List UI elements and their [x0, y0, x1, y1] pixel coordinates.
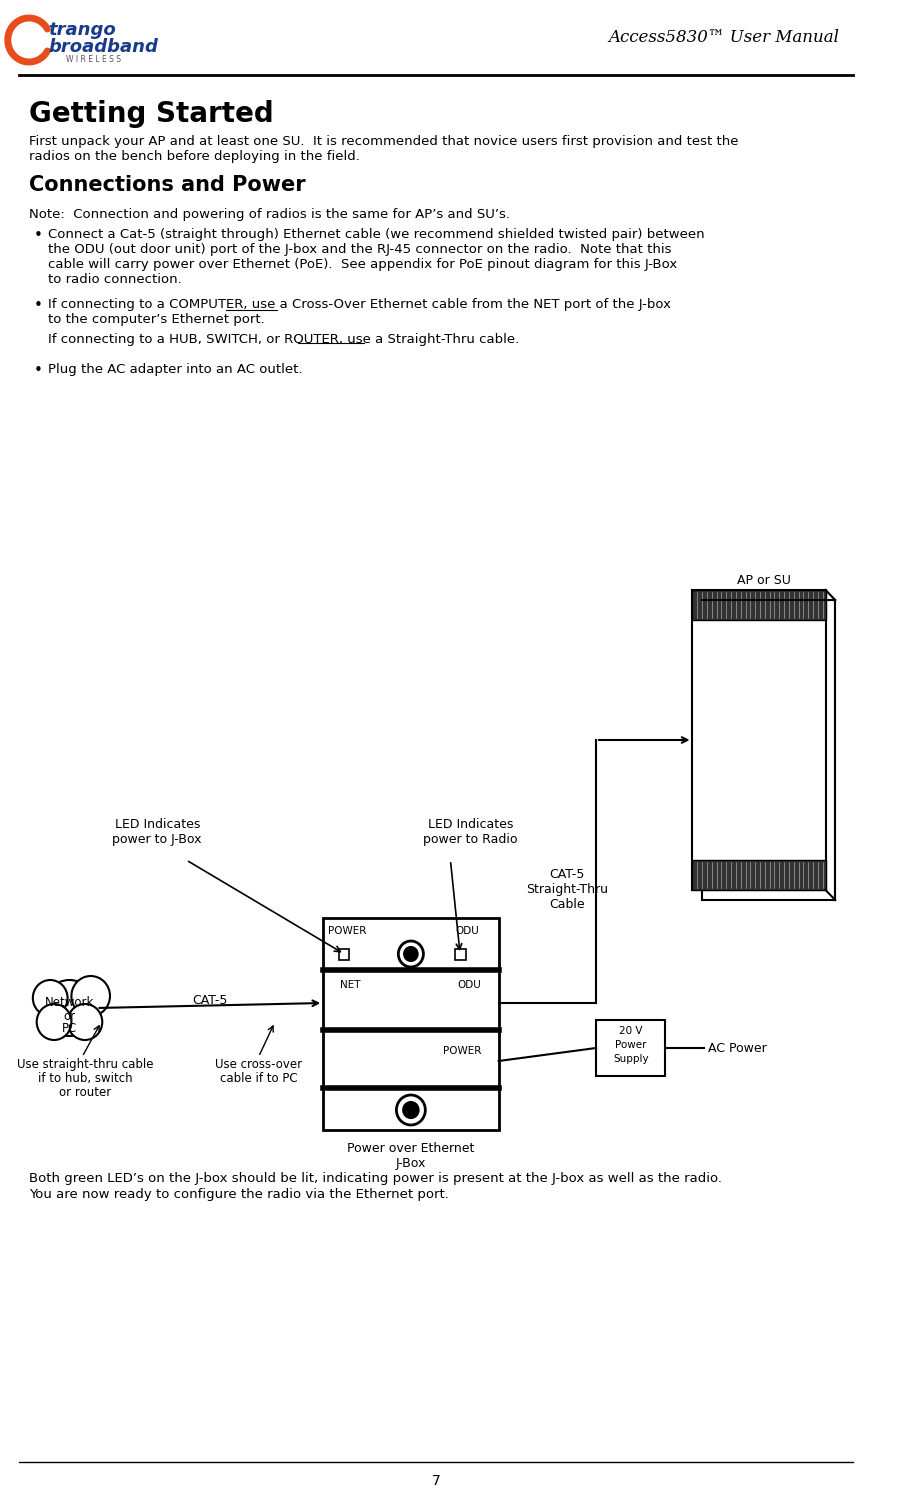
Text: Use cross-over: Use cross-over [215, 1058, 302, 1071]
Text: Straight-Thru: Straight-Thru [526, 883, 608, 896]
Text: Access5830™ User Manual: Access5830™ User Manual [608, 30, 838, 47]
Text: First unpack your AP and at least one SU.  It is recommended that novice users f: First unpack your AP and at least one SU… [29, 134, 738, 148]
FancyBboxPatch shape [702, 601, 834, 899]
Circle shape [71, 976, 110, 1016]
Text: •: • [33, 297, 42, 312]
FancyBboxPatch shape [338, 949, 349, 960]
FancyBboxPatch shape [692, 860, 824, 890]
Circle shape [396, 1096, 425, 1126]
Text: W I R E L E S S: W I R E L E S S [66, 56, 120, 65]
Circle shape [68, 1003, 102, 1040]
Text: cable will carry power over Ethernet (PoE).  See appendix for PoE pinout diagram: cable will carry power over Ethernet (Po… [48, 258, 676, 272]
Text: J-Box: J-Box [396, 1157, 425, 1169]
Text: Plug the AC adapter into an AC outlet.: Plug the AC adapter into an AC outlet. [48, 364, 303, 376]
Text: 7: 7 [431, 1474, 440, 1488]
Text: or router: or router [59, 1086, 111, 1099]
Text: power to J-Box: power to J-Box [112, 833, 201, 847]
Text: power to Radio: power to Radio [423, 833, 517, 847]
Text: Both green LED’s on the J-box should be lit, indicating power is present at the : Both green LED’s on the J-box should be … [29, 1172, 721, 1185]
Text: to radio connection.: to radio connection. [48, 273, 182, 287]
FancyBboxPatch shape [595, 1020, 665, 1076]
Text: the ODU (out door unit) port of the J-box and the RJ-45 connector on the radio. : the ODU (out door unit) port of the J-bo… [48, 243, 671, 257]
Text: cable if to PC: cable if to PC [219, 1071, 297, 1085]
Text: •: • [33, 364, 42, 377]
Text: If connecting to a COMPUTER, use a Cross-Over Ethernet cable from the NET port o: If connecting to a COMPUTER, use a Cross… [48, 297, 671, 311]
Circle shape [398, 942, 423, 967]
Text: ODU: ODU [454, 927, 479, 936]
Text: POWER: POWER [328, 927, 366, 936]
Text: If connecting to a HUB, SWITCH, or ROUTER, use a Straight-Thru cable.: If connecting to a HUB, SWITCH, or ROUTE… [48, 333, 519, 346]
Text: Getting Started: Getting Started [29, 100, 274, 128]
Circle shape [42, 979, 97, 1037]
Circle shape [403, 1102, 418, 1118]
Text: Connections and Power: Connections and Power [29, 175, 305, 195]
Text: radios on the bench before deploying in the field.: radios on the bench before deploying in … [29, 149, 359, 163]
Text: if to hub, switch: if to hub, switch [38, 1071, 132, 1085]
Circle shape [404, 948, 417, 961]
Text: NET: NET [340, 979, 360, 990]
Text: Power over Ethernet: Power over Ethernet [347, 1142, 474, 1154]
Text: 20 V: 20 V [619, 1026, 642, 1037]
Text: AP or SU: AP or SU [736, 573, 790, 587]
Text: You are now ready to configure the radio via the Ethernet port.: You are now ready to configure the radio… [29, 1188, 449, 1201]
Text: •: • [33, 228, 42, 243]
Circle shape [37, 1003, 71, 1040]
FancyBboxPatch shape [692, 590, 824, 620]
Text: Power: Power [614, 1040, 646, 1050]
Text: CAT-5: CAT-5 [549, 868, 584, 881]
FancyBboxPatch shape [692, 590, 824, 890]
Text: Use straight-thru cable: Use straight-thru cable [16, 1058, 153, 1071]
Text: PC: PC [61, 1022, 77, 1035]
Text: CAT-5: CAT-5 [192, 994, 228, 1007]
Text: Note:  Connection and powering of radios is the same for AP’s and SU’s.: Note: Connection and powering of radios … [29, 208, 509, 220]
Text: ODU: ODU [457, 979, 480, 990]
Text: AC Power: AC Power [707, 1041, 766, 1055]
Text: or: or [63, 1010, 76, 1023]
Circle shape [33, 979, 68, 1016]
Text: Connect a Cat-5 (straight through) Ethernet cable (we recommend shielded twisted: Connect a Cat-5 (straight through) Ether… [48, 228, 704, 241]
Text: to the computer’s Ethernet port.: to the computer’s Ethernet port. [48, 312, 265, 326]
Text: broadband: broadband [48, 38, 158, 56]
FancyBboxPatch shape [455, 949, 465, 960]
Text: Network: Network [45, 996, 94, 1008]
Text: Cable: Cable [549, 898, 584, 911]
Text: trango: trango [48, 21, 116, 39]
Text: Supply: Supply [612, 1053, 647, 1064]
Text: LED Indicates: LED Indicates [427, 818, 513, 831]
Text: POWER: POWER [442, 1046, 480, 1056]
Text: LED Indicates: LED Indicates [115, 818, 200, 831]
FancyBboxPatch shape [322, 917, 498, 1130]
